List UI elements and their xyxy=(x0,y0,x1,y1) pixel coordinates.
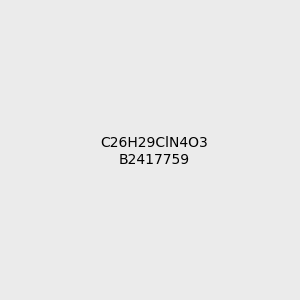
Text: C26H29ClN4O3
B2417759: C26H29ClN4O3 B2417759 xyxy=(100,136,208,166)
